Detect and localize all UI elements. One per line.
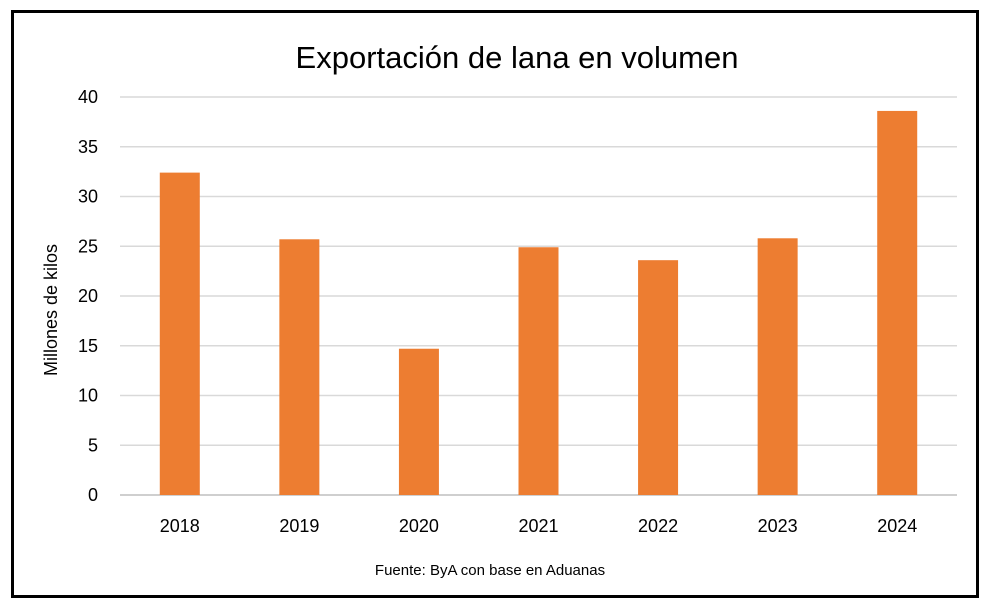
y-tick-label: 25 — [78, 236, 98, 256]
bar-2019 — [279, 239, 320, 495]
x-tick-label: 2022 — [638, 516, 678, 536]
bar-2022 — [638, 260, 679, 495]
x-tick-label: 2024 — [877, 516, 917, 536]
y-tick-label: 20 — [78, 286, 98, 306]
bar-2021 — [518, 247, 559, 495]
y-tick-label: 10 — [78, 386, 98, 406]
x-tick-label: 2019 — [279, 516, 319, 536]
y-tick-label: 35 — [78, 137, 98, 157]
bar-2023 — [757, 238, 798, 496]
bar-2024 — [877, 110, 918, 496]
chart-title: Exportación de lana en volumen — [296, 40, 739, 75]
y-tick-label: 5 — [88, 435, 98, 455]
bar-2018 — [159, 172, 200, 495]
y-tick-label: 15 — [78, 336, 98, 356]
x-tick-label: 2023 — [758, 516, 798, 536]
y-tick-label: 0 — [88, 485, 98, 505]
source-note: Fuente: ByA con base en Aduanas — [375, 562, 605, 579]
x-tick-label: 2018 — [160, 516, 200, 536]
bar-2020 — [398, 348, 439, 495]
y-tick-label: 40 — [78, 87, 98, 107]
x-tick-label: 2020 — [399, 516, 439, 536]
x-tick-label: 2021 — [518, 516, 558, 536]
y-axis-label: Millones de kilos — [41, 244, 61, 376]
y-tick-label: 30 — [78, 187, 98, 207]
